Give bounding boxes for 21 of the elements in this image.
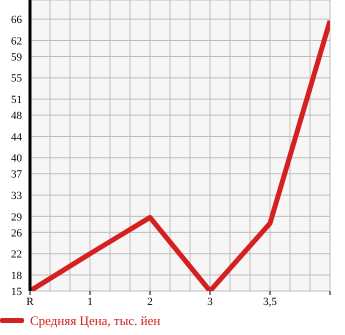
y-tick-label: 37 (11, 168, 22, 181)
x-tick-label: 2 (147, 296, 153, 308)
y-tick-label: 15 (11, 286, 22, 298)
y-tick-label: 29 (11, 211, 22, 224)
x-tick-label: 3,5 (263, 296, 278, 308)
y-tick-label: 33 (11, 190, 22, 202)
legend-label: Средняя Цена, тыс. йен (30, 313, 160, 329)
x-tick-label: 3 (207, 296, 214, 308)
y-tick-label: 66 (11, 14, 22, 26)
y-tick-label: 62 (11, 35, 22, 48)
y-tick-label: 18 (11, 270, 22, 282)
y-tick-label: 55 (11, 72, 22, 85)
y-tick-label: 22 (11, 248, 22, 261)
y-tick-label: 26 (11, 227, 22, 240)
y-tick-label: 48 (11, 110, 22, 122)
x-tick-label: 1 (87, 296, 93, 308)
y-tick-label: 51 (11, 94, 22, 106)
x-tick-label: R (26, 296, 34, 308)
y-tick-label: 40 (11, 152, 22, 165)
y-tick-label: 59 (11, 51, 22, 64)
y-tick-label: 44 (11, 131, 22, 144)
